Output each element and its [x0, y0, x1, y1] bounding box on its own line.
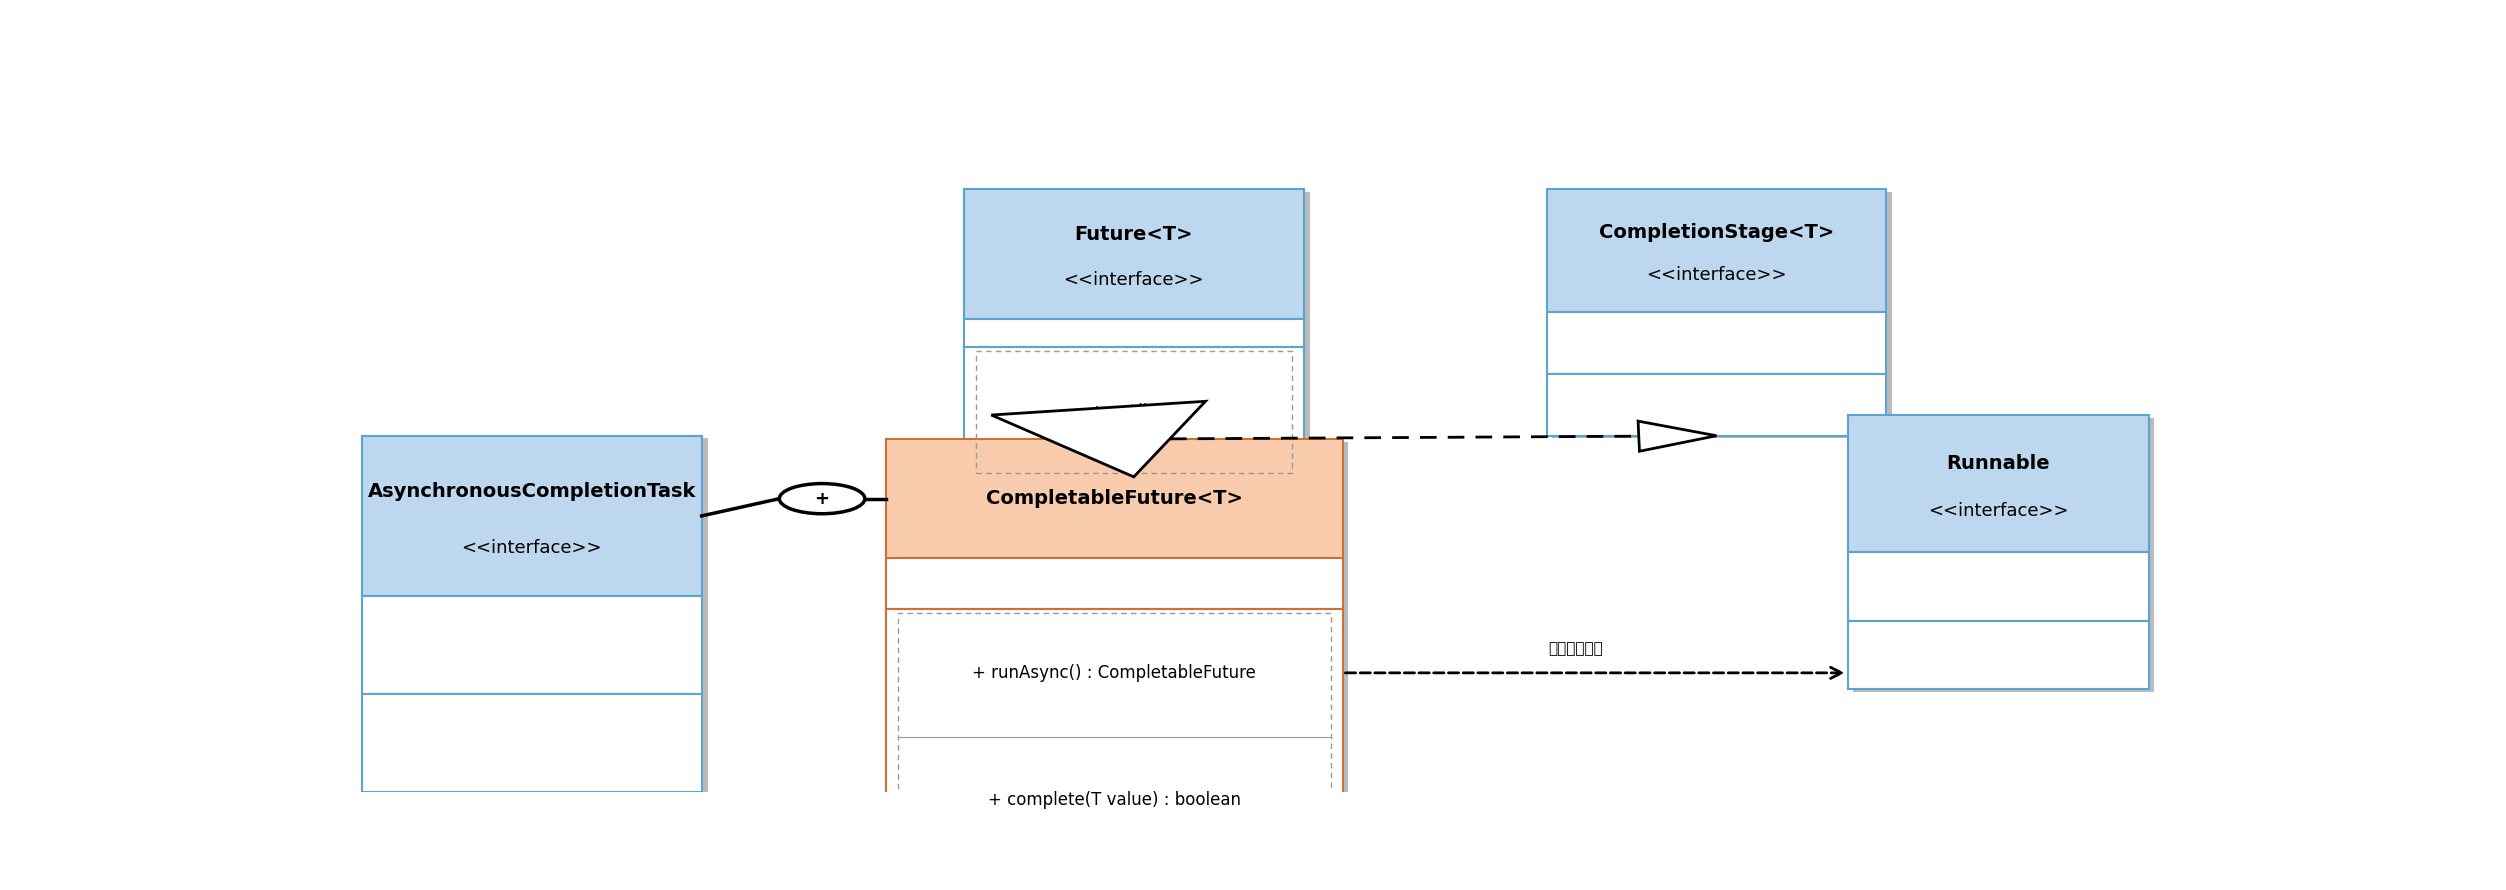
Bar — [1854, 418, 2155, 692]
Bar — [970, 191, 1311, 480]
Text: CompletionStage<T>: CompletionStage<T> — [1599, 222, 1834, 242]
Bar — [368, 439, 707, 795]
Bar — [887, 609, 1343, 864]
Bar — [975, 352, 1293, 473]
Bar — [965, 319, 1303, 347]
Text: <<interface>>: <<interface>> — [1927, 502, 2067, 520]
Text: AsynchronousCompletionTask: AsynchronousCompletionTask — [368, 482, 697, 501]
Bar — [1847, 552, 2148, 621]
Text: Runnable: Runnable — [1947, 454, 2050, 473]
Bar — [1546, 312, 1887, 374]
Bar — [965, 189, 1303, 319]
Bar — [1847, 415, 2148, 552]
Bar — [361, 596, 702, 694]
Bar — [361, 694, 702, 792]
Bar — [1551, 191, 1892, 439]
Text: + runAsync() : CompletableFuture: + runAsync() : CompletableFuture — [972, 664, 1256, 682]
Bar — [361, 436, 702, 596]
Bar — [897, 613, 1331, 860]
Text: <<interface>>: <<interface>> — [461, 539, 601, 557]
Text: <<interface>>: <<interface>> — [1063, 271, 1203, 288]
Polygon shape — [1639, 421, 1717, 451]
Polygon shape — [992, 401, 1205, 477]
Text: +: + — [814, 490, 829, 507]
Bar — [887, 439, 1343, 558]
Bar — [892, 442, 1348, 867]
Bar — [965, 347, 1303, 477]
Text: 异步线程处理: 异步线程处理 — [1549, 641, 1604, 656]
Bar — [1847, 621, 2148, 689]
Text: + get() : V: + get() : V — [1090, 403, 1178, 421]
Text: Future<T>: Future<T> — [1075, 225, 1193, 244]
Bar — [1546, 374, 1887, 436]
Bar — [887, 558, 1343, 609]
Bar — [1546, 189, 1887, 312]
Text: + complete(T value) : boolean: + complete(T value) : boolean — [987, 791, 1240, 809]
Text: CompletableFuture<T>: CompletableFuture<T> — [985, 490, 1243, 508]
Circle shape — [779, 483, 865, 514]
Text: <<interface>>: <<interface>> — [1646, 266, 1787, 285]
